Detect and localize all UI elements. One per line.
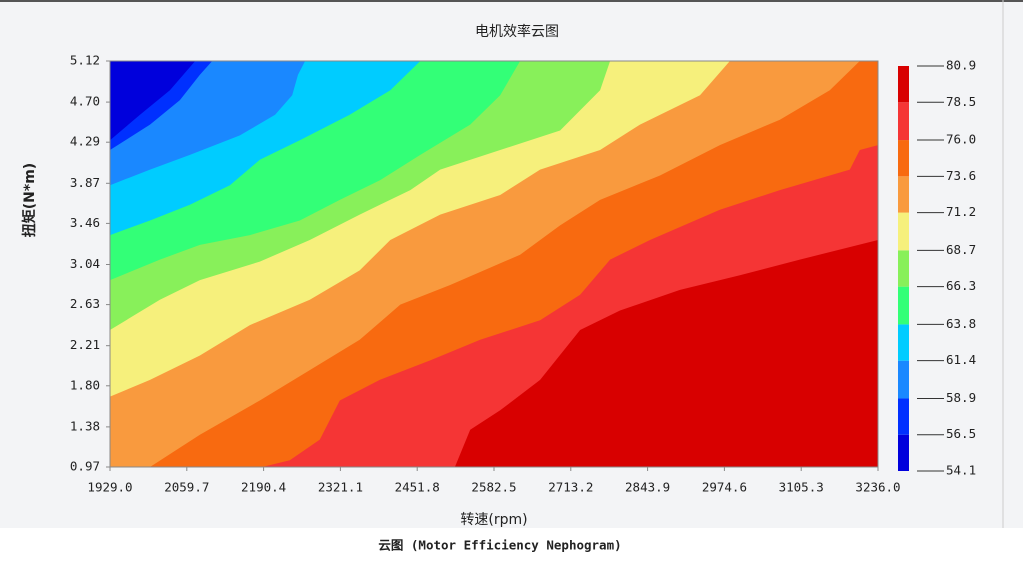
x-tick-label: 2190.4 (241, 480, 286, 495)
colorbar-label: 80.9 (946, 58, 976, 73)
chart-title: 电机效率云图 (475, 23, 559, 40)
x-axis-label: 转速(rpm) (460, 512, 527, 528)
y-tick-label: 1.80 (70, 377, 100, 392)
colorbar-band (898, 324, 909, 361)
colorbar-band (898, 434, 909, 471)
x-tick-label: 1929.0 (87, 480, 132, 495)
y-tick-label: 2.21 (70, 337, 100, 352)
y-tick-label: 3.87 (70, 175, 100, 190)
colorbar-band (898, 66, 909, 103)
y-tick-label: 2.63 (70, 296, 100, 311)
y-tick-label: 4.29 (70, 134, 100, 149)
contour-region (110, 61, 196, 141)
y-tick-label: 4.70 (70, 94, 100, 109)
y-axis-label: 扭矩(N*m) (21, 163, 38, 237)
colorbar-label: 76.0 (946, 132, 976, 147)
colorbar-label: 63.8 (946, 316, 976, 331)
colorbar-label: 61.4 (946, 352, 976, 367)
contour-plot (110, 61, 878, 467)
x-tick-label: 2321.1 (318, 480, 363, 495)
y-tick-label: 3.46 (70, 215, 100, 230)
colorbar-label: 68.7 (946, 242, 976, 257)
x-tick-label: 3236.0 (855, 480, 900, 495)
x-tick-label: 3105.3 (779, 480, 824, 495)
x-tick-label: 2451.8 (395, 480, 440, 495)
colorbar-label: 66.3 (946, 278, 976, 293)
y-tick-label: 0.97 (70, 459, 100, 474)
x-tick-label: 2582.5 (471, 480, 516, 495)
colorbar-label: 71.2 (946, 204, 976, 219)
colorbar-band (898, 102, 909, 141)
colorbar-band (898, 250, 909, 287)
x-tick-label: 2843.9 (625, 480, 670, 495)
y-tick-label: 1.38 (70, 418, 100, 433)
colorbar-label: 58.9 (946, 390, 976, 405)
colorbar-label: 54.1 (946, 463, 976, 478)
x-tick-label: 2713.2 (548, 480, 593, 495)
colorbar-band (898, 398, 909, 435)
x-tick-label: 2974.6 (702, 480, 747, 495)
colorbar-label: 73.6 (946, 168, 976, 183)
colorbar-band (898, 212, 909, 251)
y-tick-label: 3.04 (70, 256, 100, 271)
y-tick-label: 5.12 (70, 53, 100, 68)
colorbar-band (898, 360, 909, 399)
caption: 云图 (Motor Efficiency Nephogram) (378, 538, 621, 553)
colorbar-band (898, 286, 909, 325)
colorbar-band (898, 140, 909, 177)
x-tick-label: 2059.7 (164, 480, 209, 495)
colorbar-label: 56.5 (946, 426, 976, 441)
colorbar-label: 78.5 (946, 94, 976, 109)
colorbar-band (898, 176, 909, 213)
